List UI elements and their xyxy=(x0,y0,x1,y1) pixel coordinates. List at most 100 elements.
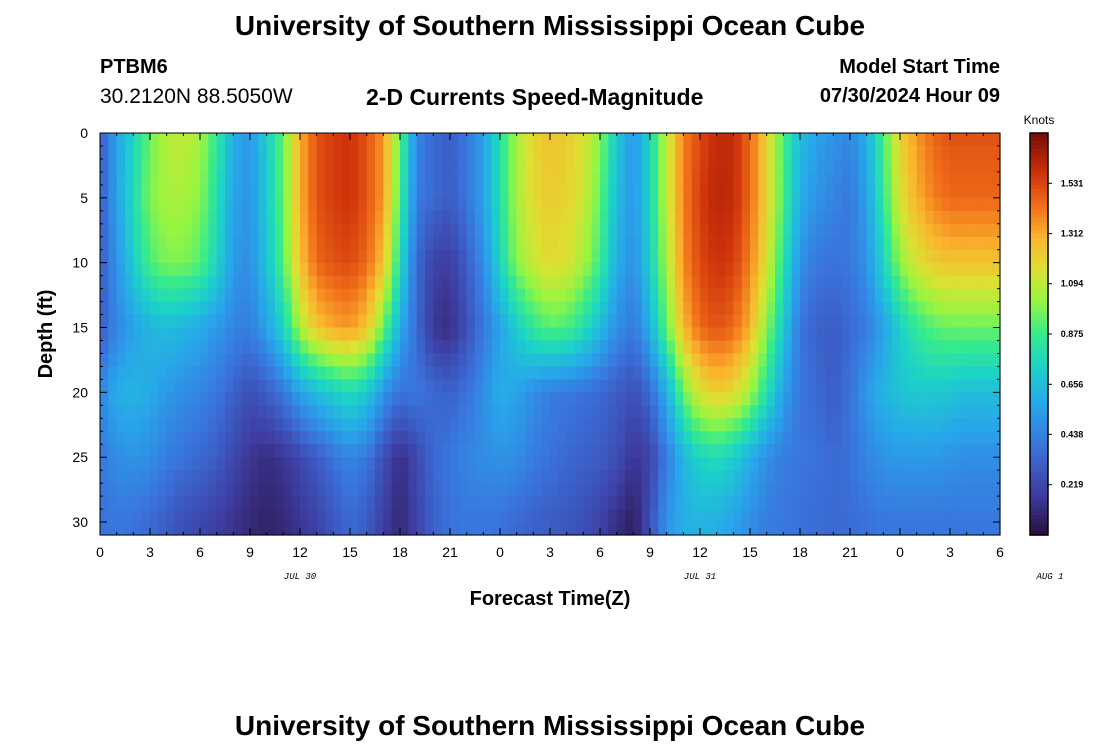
heatmap-cell xyxy=(841,483,851,497)
heatmap-cell xyxy=(475,418,484,432)
heatmap-cell xyxy=(416,171,426,186)
heatmap-cell xyxy=(300,158,309,173)
heatmap-cell xyxy=(575,133,584,147)
heatmap-cell xyxy=(941,483,951,497)
heatmap-cell xyxy=(666,171,676,186)
heatmap-cell xyxy=(583,509,593,523)
heatmap-cell xyxy=(900,470,909,484)
heatmap-cell xyxy=(608,353,618,368)
heatmap-cell xyxy=(658,366,668,380)
heatmap-cell xyxy=(141,496,151,510)
heatmap-cell xyxy=(433,133,443,147)
x-tick-label: 21 xyxy=(442,544,458,560)
heatmap-cell xyxy=(783,444,793,458)
heatmap-cell xyxy=(541,171,551,186)
heatmap-cell xyxy=(516,288,526,303)
heatmap-cell xyxy=(833,522,843,536)
heatmap-cell xyxy=(525,522,534,536)
heatmap-cell xyxy=(400,158,409,173)
heatmap-cell xyxy=(500,457,509,471)
heatmap-cell xyxy=(425,145,434,160)
heatmap-cell xyxy=(808,314,818,329)
heatmap-cell xyxy=(683,405,693,419)
heatmap-cell xyxy=(808,366,818,380)
heatmap-cell xyxy=(608,522,618,536)
heatmap-cell xyxy=(600,301,609,316)
heatmap-cell xyxy=(158,418,168,432)
heatmap-cell xyxy=(791,288,801,303)
heatmap-cell xyxy=(533,210,543,225)
heatmap-cell xyxy=(291,184,301,199)
heatmap-cell xyxy=(166,158,176,173)
heatmap-cell xyxy=(333,158,343,173)
heatmap-cell xyxy=(233,509,243,523)
heatmap-cell xyxy=(925,223,934,238)
heatmap-cell xyxy=(408,509,418,523)
heatmap-cell xyxy=(866,496,876,510)
heatmap-cell xyxy=(675,509,684,523)
heatmap-cell xyxy=(141,366,151,380)
heatmap-cell xyxy=(333,223,343,238)
heatmap-cell xyxy=(433,288,443,303)
heatmap-cell xyxy=(641,444,651,458)
heatmap-cell xyxy=(116,184,126,199)
heatmap-cell xyxy=(708,288,718,303)
heatmap-cell xyxy=(150,275,159,290)
heatmap-cell xyxy=(675,301,684,316)
heatmap-cell xyxy=(541,314,551,329)
heatmap-cell xyxy=(983,431,993,445)
heatmap-cell xyxy=(491,431,501,445)
heatmap-cell xyxy=(491,483,501,497)
heatmap-cell xyxy=(133,301,143,316)
heatmap-cell xyxy=(516,171,526,186)
heatmap-cell xyxy=(650,457,659,471)
heatmap-cell xyxy=(100,197,109,212)
heatmap-cell xyxy=(658,379,668,393)
heatmap-cell xyxy=(683,236,693,251)
heatmap-cell xyxy=(508,301,518,316)
heatmap-cell xyxy=(208,379,218,393)
heatmap-cell xyxy=(525,301,534,316)
heatmap-cell xyxy=(916,223,926,238)
heatmap-cell xyxy=(950,483,959,497)
heatmap-cell xyxy=(933,210,943,225)
heatmap-cell xyxy=(591,171,601,186)
heatmap-cell xyxy=(316,379,326,393)
heatmap-cell xyxy=(266,133,276,147)
heatmap-cell xyxy=(200,496,209,510)
heatmap-cell xyxy=(925,496,934,510)
heatmap-cell xyxy=(516,210,526,225)
heatmap-cell xyxy=(658,133,668,147)
heatmap-cell xyxy=(850,392,859,406)
heatmap-cell xyxy=(766,353,776,368)
heatmap-cell xyxy=(983,301,993,316)
heatmap-cell xyxy=(983,314,993,329)
heatmap-cell xyxy=(966,197,976,212)
heatmap-cell xyxy=(366,288,376,303)
heatmap-cell xyxy=(383,483,393,497)
heatmap-cell xyxy=(391,366,401,380)
heatmap-cell xyxy=(700,171,709,186)
heatmap-cell xyxy=(650,444,659,458)
heatmap-cell xyxy=(541,483,551,497)
heatmap-cell xyxy=(583,288,593,303)
heatmap-cell xyxy=(725,470,734,484)
heatmap-cell xyxy=(183,444,193,458)
heatmap-cell xyxy=(866,249,876,264)
heatmap-cell xyxy=(333,314,343,329)
heatmap-cell xyxy=(533,405,543,419)
heatmap-cell xyxy=(658,496,668,510)
heatmap-cell xyxy=(583,197,593,212)
heatmap-cell xyxy=(733,405,743,419)
heatmap-cell xyxy=(400,314,409,329)
heatmap-cell xyxy=(900,145,909,160)
heatmap-cell xyxy=(675,431,684,445)
heatmap-cell xyxy=(766,496,776,510)
heatmap-cell xyxy=(316,366,326,380)
heatmap-cell xyxy=(566,496,576,510)
heatmap-cell xyxy=(958,275,968,290)
heatmap-cell xyxy=(275,197,284,212)
heatmap-cell xyxy=(658,171,668,186)
heatmap-cell xyxy=(608,392,618,406)
heatmap-cell xyxy=(191,444,201,458)
